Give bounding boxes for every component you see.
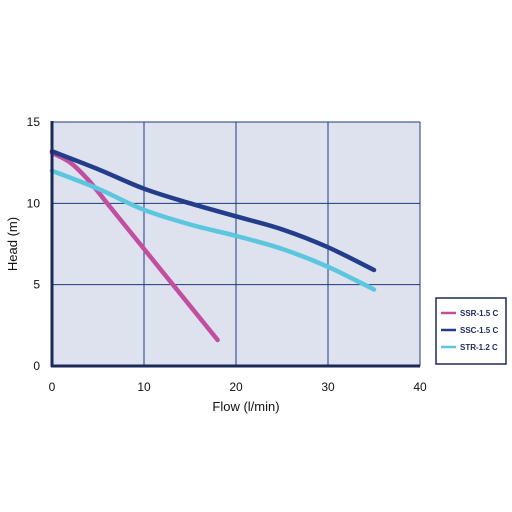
x-tick-label: 30 xyxy=(321,380,335,394)
y-tick-label: 10 xyxy=(27,196,41,210)
x-tick-label: 0 xyxy=(49,380,56,394)
tick-labels: 0 10 20 30 40 0 5 10 15 xyxy=(27,115,427,394)
x-tick-label: 10 xyxy=(137,380,151,394)
x-tick-label: 20 xyxy=(229,380,243,394)
y-tick-label: 5 xyxy=(33,278,40,292)
y-axis-title: Head (m) xyxy=(5,217,20,271)
x-axis-title: Flow (l/min) xyxy=(212,399,279,414)
y-tick-label: 15 xyxy=(27,115,41,129)
grid xyxy=(52,121,421,366)
y-tick-label: 0 xyxy=(33,359,40,373)
series-lines xyxy=(49,149,377,343)
legend-label: SSC-1.5 C xyxy=(460,326,498,335)
axes xyxy=(50,121,420,368)
legend: SSR-1.5 C SSC-1.5 C STR-1.2 C xyxy=(435,297,507,365)
series-line-ssc-1-5-c xyxy=(49,149,377,273)
legend-label: SSR-1.5 C xyxy=(460,309,498,318)
x-tick-label: 40 xyxy=(413,380,427,394)
legend-label: STR-1.2 C xyxy=(460,343,498,352)
series-line-ssr-1-5-c xyxy=(49,150,220,343)
series-line-str-1-2-c xyxy=(49,168,377,292)
